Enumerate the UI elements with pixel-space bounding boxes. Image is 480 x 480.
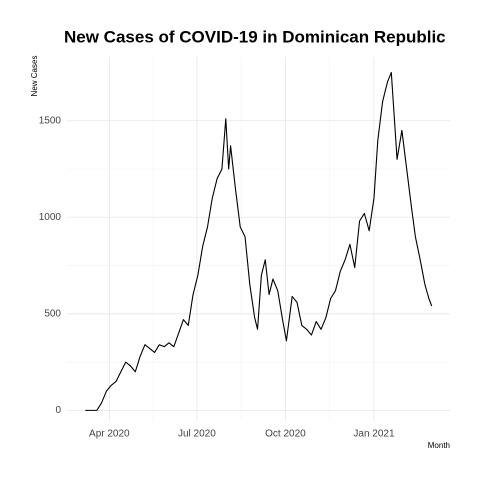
y-tick-label: 1500 [39,115,62,126]
y-tick-label: 1000 [39,212,62,223]
y-tick-label: 500 [44,308,61,319]
y-tick-label: 0 [55,405,61,416]
x-tick-label: Oct 2020 [265,429,306,440]
x-tick-label: Jul 2020 [178,429,216,440]
x-tick-label: Jan 2021 [353,429,395,440]
y-axis-title: New Cases [30,56,39,97]
chart-title: New Cases of COVID-19 in Dominican Repub… [64,27,446,46]
x-tick-label: Apr 2020 [89,429,130,440]
x-axis-title: Month [428,441,450,450]
plot [85,71,433,411]
grid [67,57,450,421]
line [85,71,433,411]
